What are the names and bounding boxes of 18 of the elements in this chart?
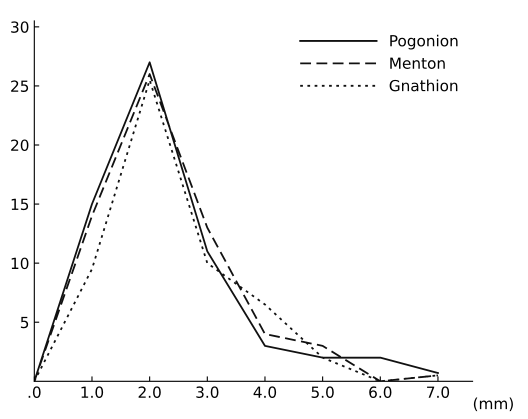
x-axis-title: (mm) — [474, 398, 513, 412]
y-tick-label: 15 — [12, 198, 28, 210]
legend-label: Pogonion — [390, 34, 458, 50]
x-tick-label: 6.0 — [369, 386, 392, 398]
x-tick-label: 4.0 — [254, 386, 276, 398]
y-tick-label: 25 — [11, 80, 28, 92]
y-tick-label: 5 — [20, 316, 28, 328]
y-tick-label: 10 — [12, 258, 28, 270]
y-tick-label: 20 — [11, 139, 28, 152]
x-tick-label: 7.0 — [427, 386, 450, 398]
x-tick-label: 3.0 — [196, 386, 218, 398]
x-tick-label: 5.0 — [312, 386, 334, 398]
y-tick-label: 30 — [11, 21, 28, 33]
x-tick-label: .0 — [28, 386, 41, 398]
x-tick-label: 1.0 — [82, 386, 104, 398]
legend-label: Menton — [390, 58, 445, 69]
x-tick-label: 2.0 — [138, 386, 161, 398]
legend-label: Gnathion — [390, 80, 458, 92]
